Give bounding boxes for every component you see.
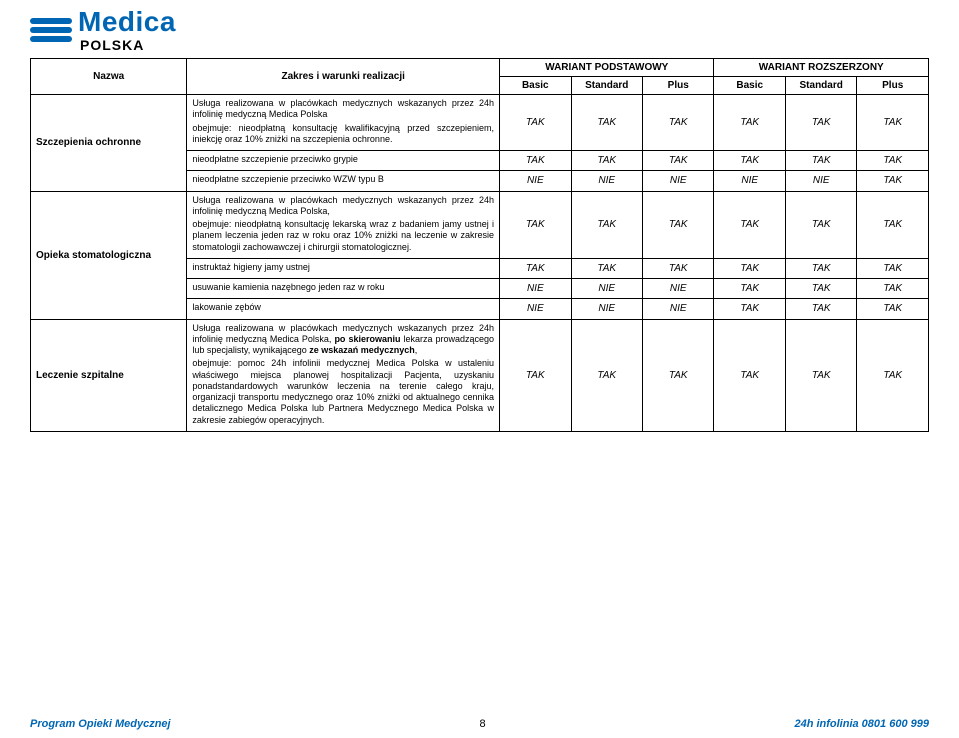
coverage-value: NIE bbox=[571, 279, 642, 299]
coverage-value: TAK bbox=[714, 279, 785, 299]
header-sub: Standard bbox=[785, 77, 856, 95]
header-sub: Basic bbox=[500, 77, 571, 95]
logo-name: Medica bbox=[78, 8, 176, 36]
header-sub: Plus bbox=[857, 77, 929, 95]
coverage-value: TAK bbox=[500, 258, 571, 278]
coverage-value: TAK bbox=[857, 299, 929, 319]
coverage-value: NIE bbox=[571, 299, 642, 319]
coverage-value: NIE bbox=[714, 171, 785, 191]
coverage-value: TAK bbox=[571, 95, 642, 151]
footer: Program Opieki Medycznej 8 24h infolinia… bbox=[30, 718, 929, 730]
table-row: Szczepienia ochronneUsługa realizowana w… bbox=[31, 95, 929, 151]
coverage-value: TAK bbox=[714, 151, 785, 171]
row-description: nieodpłatne szczepienie przeciwko grypie bbox=[187, 151, 500, 171]
coverage-value: TAK bbox=[857, 95, 929, 151]
header-sub: Plus bbox=[642, 77, 714, 95]
coverage-value: TAK bbox=[857, 151, 929, 171]
coverage-table: Nazwa Zakres i warunki realizacji WARIAN… bbox=[30, 58, 929, 432]
row-description: usuwanie kamienia nazębnego jeden raz w … bbox=[187, 279, 500, 299]
coverage-value: NIE bbox=[785, 171, 856, 191]
coverage-value: TAK bbox=[714, 95, 785, 151]
coverage-value: TAK bbox=[714, 299, 785, 319]
coverage-value: NIE bbox=[500, 299, 571, 319]
coverage-value: TAK bbox=[642, 191, 714, 258]
coverage-value: TAK bbox=[500, 95, 571, 151]
coverage-value: TAK bbox=[714, 191, 785, 258]
coverage-value: TAK bbox=[500, 191, 571, 258]
coverage-value: TAK bbox=[857, 319, 929, 431]
row-description: Usługa realizowana w placówkach medyczny… bbox=[187, 319, 500, 431]
coverage-value: TAK bbox=[857, 258, 929, 278]
row-description: nieodpłatne szczepienie przeciwko WZW ty… bbox=[187, 171, 500, 191]
coverage-value: TAK bbox=[714, 319, 785, 431]
table-row: Leczenie szpitalneUsługa realizowana w p… bbox=[31, 319, 929, 431]
coverage-value: NIE bbox=[642, 171, 714, 191]
coverage-value: TAK bbox=[571, 151, 642, 171]
row-description: lakowanie zębów bbox=[187, 299, 500, 319]
coverage-value: TAK bbox=[857, 191, 929, 258]
header-name: Nazwa bbox=[31, 59, 187, 95]
coverage-value: TAK bbox=[785, 191, 856, 258]
section-name: Szczepienia ochronne bbox=[31, 95, 187, 192]
header-sub: Standard bbox=[571, 77, 642, 95]
header-desc: Zakres i warunki realizacji bbox=[187, 59, 500, 95]
section-name: Opieka stomatologiczna bbox=[31, 191, 187, 319]
footer-left: Program Opieki Medycznej bbox=[30, 718, 171, 730]
coverage-value: TAK bbox=[785, 151, 856, 171]
section-name: Leczenie szpitalne bbox=[31, 319, 187, 431]
coverage-value: TAK bbox=[785, 95, 856, 151]
coverage-value: NIE bbox=[642, 299, 714, 319]
coverage-value: TAK bbox=[857, 279, 929, 299]
row-description: instruktaż higieny jamy ustnej bbox=[187, 258, 500, 278]
coverage-value: TAK bbox=[571, 258, 642, 278]
coverage-value: TAK bbox=[785, 319, 856, 431]
coverage-value: TAK bbox=[571, 191, 642, 258]
coverage-value: TAK bbox=[857, 171, 929, 191]
coverage-value: TAK bbox=[500, 319, 571, 431]
coverage-value: NIE bbox=[571, 171, 642, 191]
coverage-value: TAK bbox=[785, 258, 856, 278]
coverage-value: TAK bbox=[642, 151, 714, 171]
header-sub: Basic bbox=[714, 77, 785, 95]
logo-waves-icon bbox=[30, 18, 72, 42]
logo-block: Medica POLSKA bbox=[30, 8, 929, 52]
table-row: Opieka stomatologicznaUsługa realizowana… bbox=[31, 191, 929, 258]
header-variant-basic: WARIANT PODSTAWOWY bbox=[500, 59, 714, 77]
coverage-value: TAK bbox=[785, 279, 856, 299]
coverage-value: NIE bbox=[642, 279, 714, 299]
coverage-value: NIE bbox=[500, 279, 571, 299]
row-description: Usługa realizowana w placówkach medyczny… bbox=[187, 95, 500, 151]
logo-sub: POLSKA bbox=[80, 38, 176, 52]
logo-text: Medica POLSKA bbox=[78, 8, 176, 52]
footer-right: 24h infolinia 0801 600 999 bbox=[794, 718, 929, 730]
coverage-value: NIE bbox=[500, 171, 571, 191]
row-description: Usługa realizowana w placówkach medyczny… bbox=[187, 191, 500, 258]
coverage-value: TAK bbox=[785, 299, 856, 319]
coverage-value: TAK bbox=[714, 258, 785, 278]
coverage-value: TAK bbox=[642, 95, 714, 151]
coverage-value: TAK bbox=[642, 258, 714, 278]
header-variant-ext: WARIANT ROZSZERZONY bbox=[714, 59, 929, 77]
footer-page: 8 bbox=[479, 718, 485, 730]
coverage-value: TAK bbox=[500, 151, 571, 171]
coverage-value: TAK bbox=[642, 319, 714, 431]
coverage-value: TAK bbox=[571, 319, 642, 431]
